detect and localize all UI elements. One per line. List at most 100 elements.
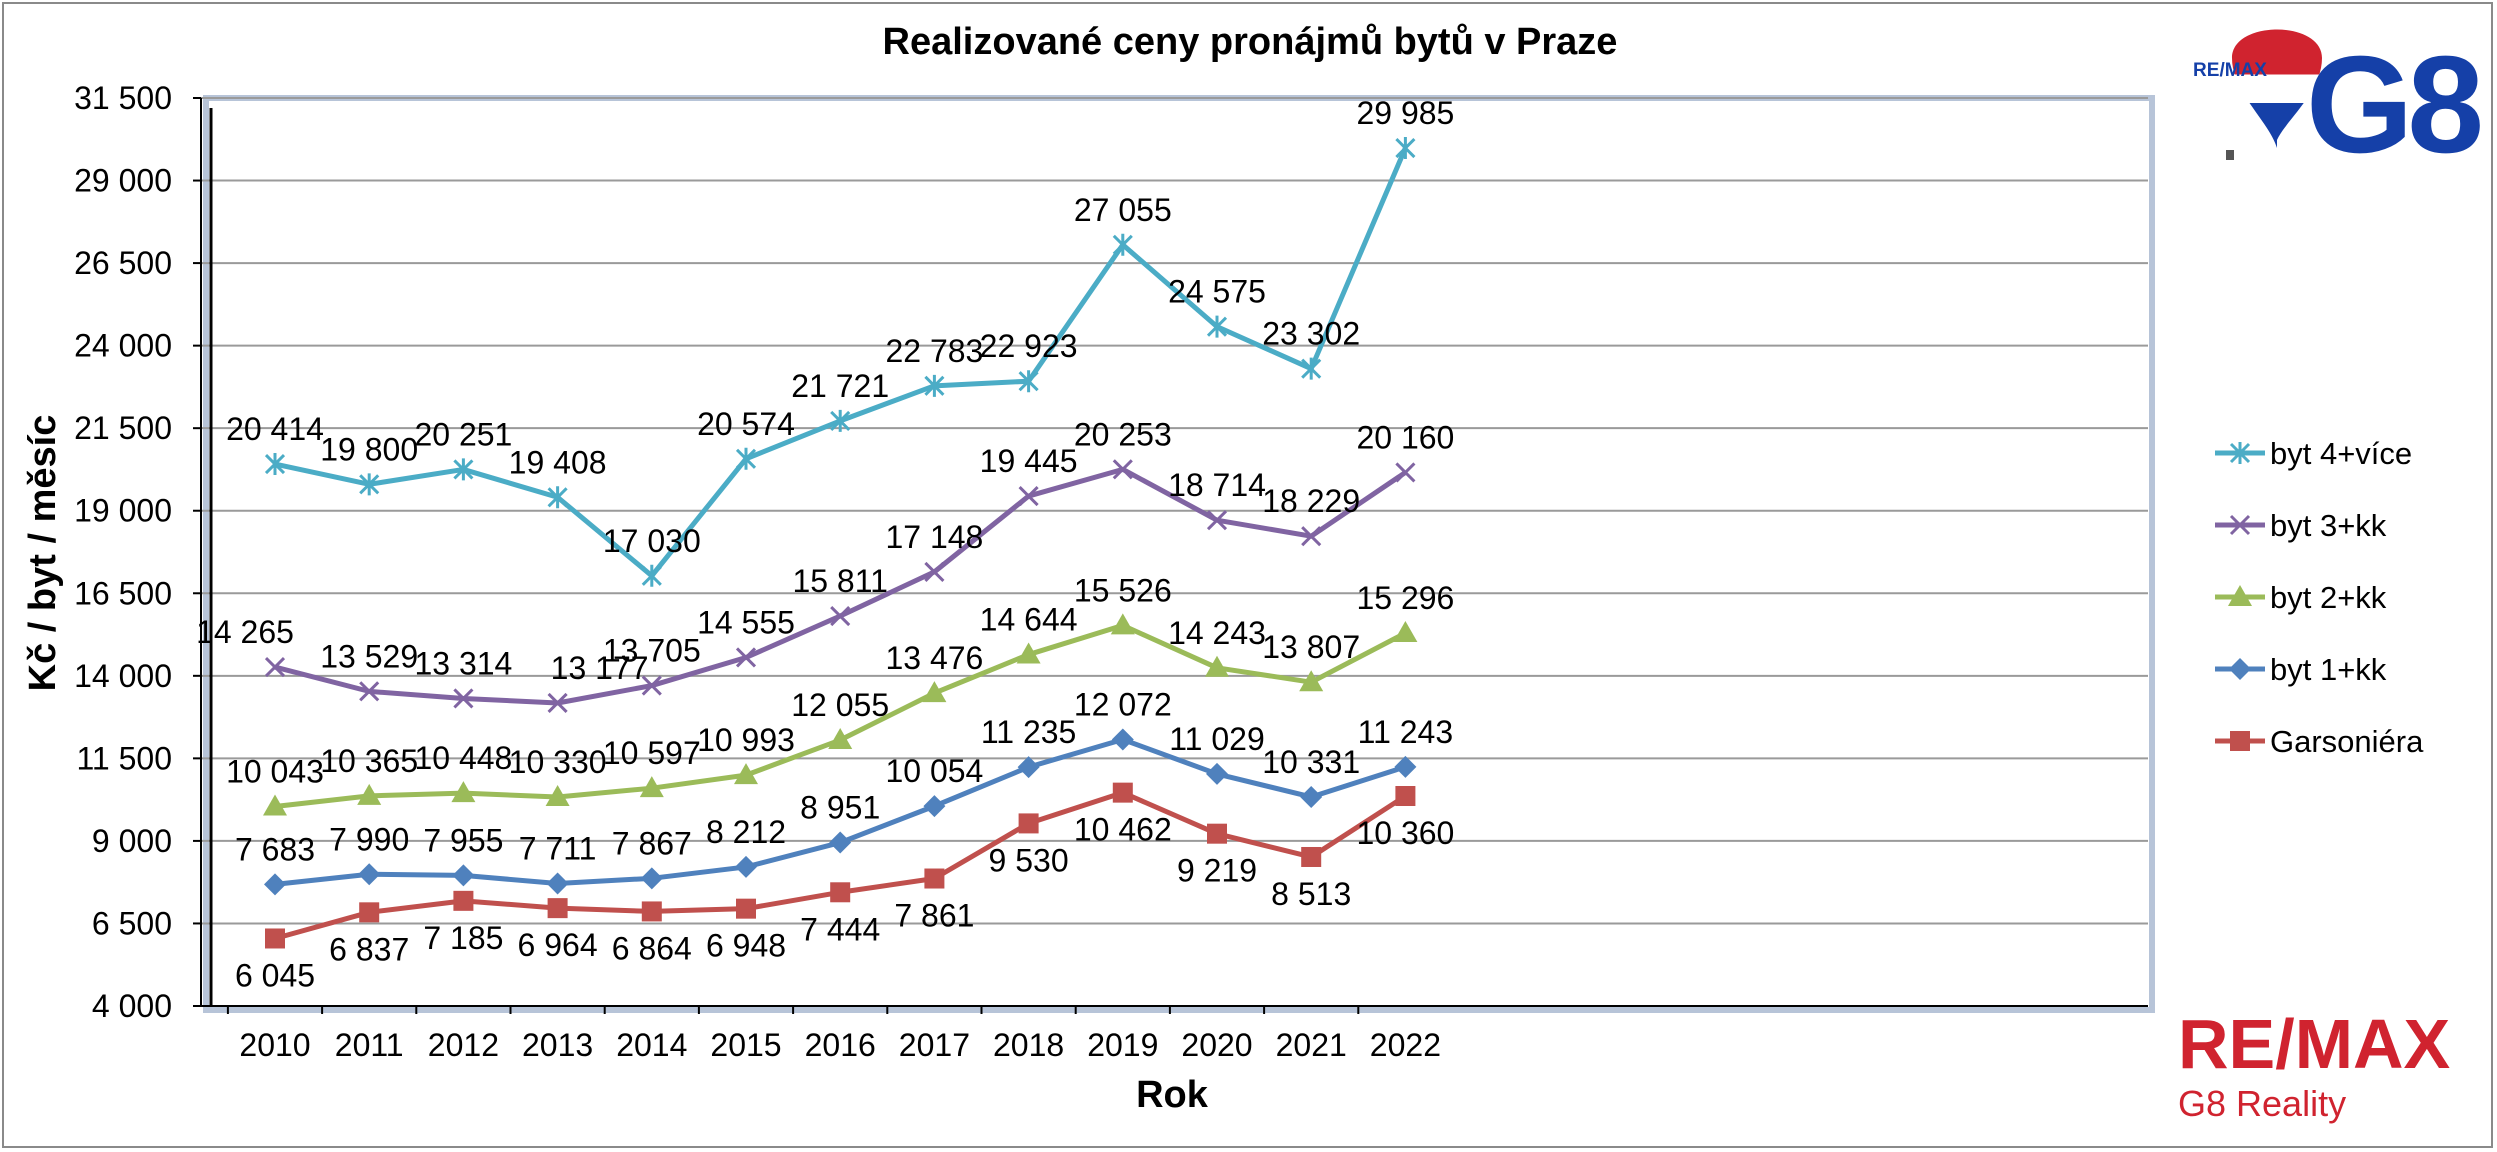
data-label: 10 462 bbox=[1074, 812, 1172, 848]
data-label: 7 444 bbox=[800, 911, 880, 947]
data-label: 11 029 bbox=[1169, 721, 1265, 757]
data-point bbox=[641, 675, 662, 696]
data-label: 10 043 bbox=[226, 753, 324, 789]
data-point bbox=[641, 564, 662, 587]
data-point bbox=[1301, 357, 1322, 380]
data-label: 6 948 bbox=[706, 928, 786, 964]
y-tick-label: 19 000 bbox=[74, 493, 172, 529]
data-point bbox=[1207, 823, 1227, 844]
data-point bbox=[1018, 485, 1039, 507]
data-point bbox=[359, 681, 380, 702]
y-tick-label: 24 000 bbox=[74, 328, 172, 364]
balloon-text: RE/MAX bbox=[2193, 60, 2267, 81]
data-point bbox=[2229, 514, 2251, 536]
legend-item: Garsoniéra bbox=[2215, 724, 2424, 759]
g8-logo-text: G8 bbox=[2306, 28, 2480, 182]
data-point bbox=[734, 763, 758, 785]
data-label: 13 314 bbox=[414, 645, 512, 681]
data-label: 20 160 bbox=[1356, 419, 1454, 455]
data-label: 10 993 bbox=[697, 722, 795, 758]
data-point bbox=[924, 561, 945, 582]
series-layer bbox=[263, 137, 1418, 949]
data-label: 9 219 bbox=[1177, 853, 1257, 889]
data-point bbox=[1205, 655, 1229, 677]
data-label: 10 360 bbox=[1356, 815, 1454, 851]
legend-item: byt 4+více bbox=[2215, 436, 2412, 471]
legend-label: Garsoniéra bbox=[2270, 724, 2424, 759]
data-label: 18 714 bbox=[1168, 467, 1266, 503]
data-label: 9 530 bbox=[989, 842, 1069, 878]
x-tick-label: 2018 bbox=[993, 1027, 1064, 1063]
data-label: 19 445 bbox=[980, 443, 1078, 479]
balloon-shape bbox=[2232, 29, 2322, 148]
data-point bbox=[1206, 315, 1228, 338]
data-point bbox=[1017, 756, 1040, 779]
data-point bbox=[547, 486, 568, 509]
x-tick-label: 2010 bbox=[239, 1027, 310, 1063]
legend-item: byt 1+kk bbox=[2215, 652, 2387, 687]
data-point bbox=[1112, 233, 1133, 256]
data-point bbox=[641, 901, 662, 922]
chart-title: Realizované ceny pronájmů bytů v Praze bbox=[883, 21, 1618, 63]
x-axis-label: Rok bbox=[1136, 1074, 1209, 1116]
data-label: 10 597 bbox=[603, 735, 701, 771]
data-point bbox=[1394, 755, 1417, 778]
data-point bbox=[830, 605, 851, 627]
x-tick-label: 2017 bbox=[899, 1027, 970, 1063]
data-label: 14 243 bbox=[1168, 615, 1266, 651]
data-label: 10 448 bbox=[414, 740, 512, 776]
data-point bbox=[264, 657, 286, 678]
data-label: 12 072 bbox=[1074, 686, 1172, 722]
legend-label: byt 2+kk bbox=[2270, 580, 2387, 615]
y-tick-label: 11 500 bbox=[77, 740, 173, 776]
legend-label: byt 4+více bbox=[2270, 436, 2412, 471]
data-point bbox=[736, 898, 756, 919]
data-point bbox=[640, 867, 663, 890]
data-point bbox=[1112, 459, 1133, 480]
data-label: 13 177 bbox=[551, 650, 649, 686]
x-tick-label: 2014 bbox=[616, 1027, 687, 1063]
data-point bbox=[547, 692, 568, 714]
data-label: 14 644 bbox=[980, 602, 1078, 638]
data-point bbox=[2229, 658, 2251, 680]
data-label: 7 711 bbox=[519, 830, 597, 866]
data-point bbox=[2228, 585, 2252, 606]
data-point bbox=[2230, 731, 2250, 751]
x-tick-label: 2013 bbox=[522, 1027, 593, 1063]
legend-label: byt 1+kk bbox=[2270, 652, 2387, 687]
data-label: 15 296 bbox=[1356, 580, 1454, 616]
data-point bbox=[358, 863, 381, 886]
data-point bbox=[1395, 137, 1416, 160]
data-point bbox=[923, 795, 946, 818]
x-tick-label: 2015 bbox=[710, 1027, 781, 1063]
g8-reality-text: G8 Reality bbox=[2178, 1083, 2346, 1124]
data-label: 15 811 bbox=[792, 563, 888, 599]
x-tick-label: 2012 bbox=[428, 1027, 499, 1063]
data-point bbox=[1018, 813, 1039, 834]
data-label: 22 783 bbox=[885, 333, 983, 369]
data-point bbox=[639, 776, 664, 798]
data-label: 7 861 bbox=[894, 898, 974, 934]
data-point bbox=[1301, 846, 1322, 867]
data-label: 17 030 bbox=[603, 523, 701, 559]
data-point bbox=[735, 447, 757, 470]
data-label: 6 964 bbox=[518, 927, 598, 963]
data-label: 10 330 bbox=[509, 744, 607, 780]
data-label: 11 235 bbox=[981, 714, 1077, 750]
data-label: 6 864 bbox=[612, 930, 692, 966]
y-axis-label: Kč / byt / měsíc bbox=[22, 415, 64, 692]
data-label: 20 253 bbox=[1074, 416, 1172, 452]
remax-logo-text: RE/MAX bbox=[2178, 1005, 2451, 1083]
data-point bbox=[735, 855, 757, 878]
data-label: 15 526 bbox=[1074, 572, 1172, 608]
data-label: 27 055 bbox=[1074, 192, 1172, 228]
data-label: 13 705 bbox=[603, 633, 701, 669]
data-label: 13 529 bbox=[320, 638, 418, 674]
data-point bbox=[264, 873, 286, 896]
data-label: 21 721 bbox=[791, 368, 889, 404]
data-label: 7 990 bbox=[329, 821, 409, 857]
data-point bbox=[453, 458, 474, 481]
data-point bbox=[359, 473, 380, 496]
